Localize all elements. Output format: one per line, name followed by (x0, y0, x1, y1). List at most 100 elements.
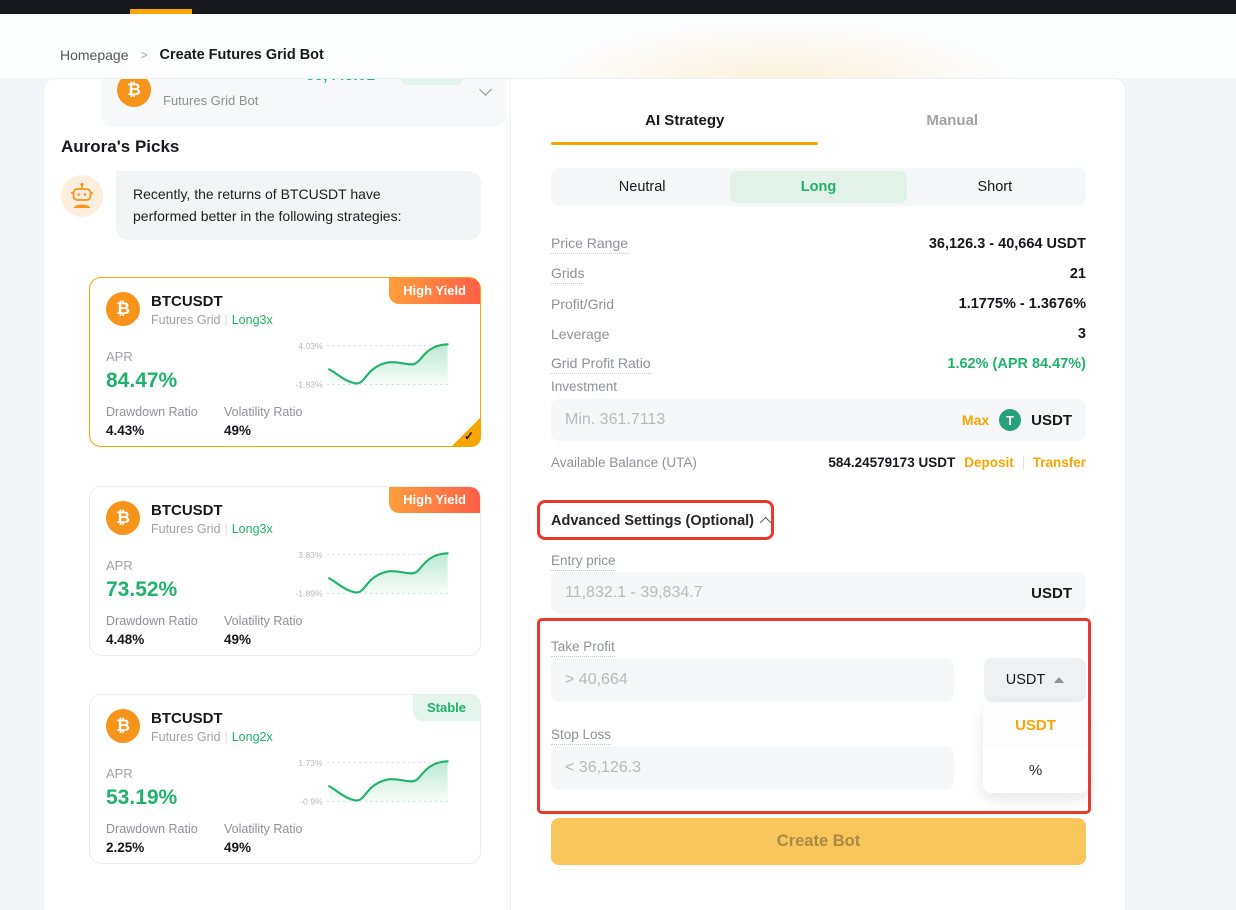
pair-selector-label: Futures Grid Bot (163, 93, 259, 108)
chevron-up-icon (759, 516, 772, 529)
mode-neutral-button[interactable]: Neutral (618, 179, 666, 195)
tab-manual[interactable]: Manual (926, 112, 979, 129)
strategy-pick-card-1[interactable]: High Yield ₿ BTCUSDT Futures Grid | Long3x… (89, 277, 481, 447)
unit-option-percent[interactable]: % (1028, 762, 1043, 779)
take-profit-field (551, 658, 954, 702)
param-value: 1.1775% - 1.3676% (958, 296, 1086, 312)
strategy-tabs: AI Strategy Manual (551, 108, 1086, 142)
param-value: 3 (1077, 326, 1086, 342)
take-profit-label: Take Profit (551, 639, 615, 657)
drawdown-ratio-value: 4.43% (106, 423, 145, 438)
param-value: 1.62% (APR 84.47%) (947, 356, 1086, 372)
param-grids: Grids 21 (551, 259, 1086, 289)
max-button[interactable]: Max (961, 412, 990, 428)
entry-price-field: USDT (551, 572, 1086, 614)
deposit-link[interactable]: Deposit (964, 455, 1014, 470)
apr-label: APR (106, 558, 133, 573)
sparkline-low-label: -1.89% (295, 589, 323, 599)
page-title: Create Futures Grid Bot (159, 47, 324, 63)
link-divider (1022, 455, 1024, 470)
column-divider (510, 79, 511, 910)
investment-label: Investment (551, 379, 618, 394)
transfer-link[interactable]: Transfer (1032, 455, 1086, 470)
stop-loss-label: Stop Loss (551, 727, 612, 745)
take-profit-unit-dropdown[interactable]: USDT (984, 658, 1086, 702)
drawdown-ratio-label: Drawdown Ratio (106, 614, 198, 628)
param-label: Price Range (551, 235, 629, 254)
performance-sparkline-chart: 1.73% -0.9% (298, 758, 449, 807)
param-profit-grid: Profit/Grid 1.1775% - 1.3676% (551, 289, 1086, 319)
stable-badge: Stable (412, 695, 480, 721)
active-tab-underline (551, 142, 818, 145)
apr-value: 84.47% (106, 369, 178, 392)
strategy-parameters: Price Range 36,126.3 - 40,664 USDT Grids… (551, 229, 1086, 379)
sparkline-high-label: 4.03% (298, 341, 323, 351)
tab-ai-strategy[interactable]: AI Strategy (645, 112, 725, 129)
apr-label: APR (106, 349, 133, 364)
direction-segmented-control: Neutral Long Short (551, 168, 1086, 206)
volatility-ratio-value: 49% (224, 840, 252, 855)
pick-sub-divider: | (224, 522, 228, 536)
breadcrumb-separator-icon: > (140, 48, 148, 62)
robot-icon (61, 175, 103, 217)
unit-option-usdt[interactable]: USDT (983, 703, 1088, 748)
pick-market-type: Futures Grid (151, 522, 221, 536)
investment-field: Max T USDT (551, 399, 1086, 441)
bitcoin-icon: ₿ (106, 709, 140, 743)
pick-leverage-tag: Long2x (231, 730, 273, 744)
drawdown-ratio-value: 2.25% (106, 840, 145, 855)
pick-sub-divider: | (224, 730, 228, 744)
drawdown-ratio-value: 4.48% (106, 632, 145, 647)
chevron-down-icon[interactable] (479, 83, 492, 96)
selected-check-icon: ✓ (451, 417, 481, 447)
available-balance-value: 584.24579173 USDT (828, 455, 956, 470)
available-balance-row: Available Balance (UTA) 584.24579173 USD… (551, 455, 1086, 470)
param-value: 36,126.3 - 40,664 USDT (928, 236, 1086, 252)
advanced-settings-label: Advanced Settings (Optional) (551, 513, 755, 529)
mode-short-button[interactable]: Short (977, 179, 1013, 195)
pair-selector-card[interactable]: ₿ Futures Grid Bot 39,443.01 +1.82% (101, 79, 506, 127)
high-yield-badge: High Yield (389, 278, 480, 304)
volatility-ratio-value: 49% (224, 632, 252, 647)
bitcoin-icon: ₿ (106, 501, 140, 535)
take-profit-input[interactable] (565, 671, 940, 689)
performance-sparkline-chart: 4.03% -1.83% (295, 341, 449, 390)
strategy-pick-card-2[interactable]: High Yield ₿ BTCUSDT Futures Grid | Long3x… (89, 486, 481, 656)
advanced-settings-toggle[interactable]: Advanced Settings (Optional) (551, 513, 772, 529)
unit-dropdown-menu: USDT % (983, 703, 1088, 793)
assistant-message-line1: Recently, the returns of BTCUSDT have (133, 186, 381, 202)
stop-loss-input[interactable] (565, 759, 940, 777)
caret-up-icon (1054, 677, 1065, 683)
sparkline-high-label: 3.83% (298, 550, 323, 560)
apr-label: APR (106, 766, 133, 781)
breadcrumb: Homepage > Create Futures Grid Bot (60, 47, 324, 63)
param-label: Leverage (551, 326, 610, 342)
mode-long-button[interactable]: Long (730, 171, 907, 203)
pick-symbol: BTCUSDT (151, 710, 223, 727)
sparkline-low-label: -1.83% (295, 380, 323, 390)
pick-symbol: BTCUSDT (151, 502, 223, 519)
bot-config-panel: AI Strategy Manual Neutral Long Short Pr… (551, 79, 1086, 910)
apr-value: 73.52% (106, 578, 178, 601)
pick-market-type: Futures Grid (151, 730, 221, 744)
stop-loss-field (551, 746, 954, 790)
main-panel: ₿ Futures Grid Bot 39,443.01 +1.82% Auro… (43, 78, 1126, 910)
breadcrumb-homepage-link[interactable]: Homepage (60, 47, 129, 63)
strategy-pick-card-3[interactable]: Stable ₿ BTCUSDT Futures Grid | Long2x APR… (89, 694, 481, 864)
investment-input[interactable] (565, 411, 952, 429)
assistant-message-line2: performed better in the following strate… (133, 207, 402, 224)
high-yield-badge: High Yield (389, 487, 480, 513)
create-bot-button[interactable]: Create Bot (551, 818, 1086, 865)
pick-sub-divider: | (224, 313, 228, 327)
volatility-ratio-value: 49% (224, 423, 252, 438)
volatility-ratio-label: Volatility Ratio (224, 405, 303, 419)
pick-market-type: Futures Grid (151, 313, 221, 327)
param-value: 21 (1069, 266, 1086, 282)
entry-price-input[interactable] (565, 584, 1022, 602)
pair-price: 39,443.01 (306, 79, 375, 85)
bitcoin-icon: ₿ (117, 79, 151, 107)
bitcoin-icon: ₿ (106, 292, 140, 326)
param-label: Profit/Grid (551, 296, 615, 312)
drawdown-ratio-label: Drawdown Ratio (106, 822, 198, 836)
top-nav-bar (0, 0, 1236, 14)
